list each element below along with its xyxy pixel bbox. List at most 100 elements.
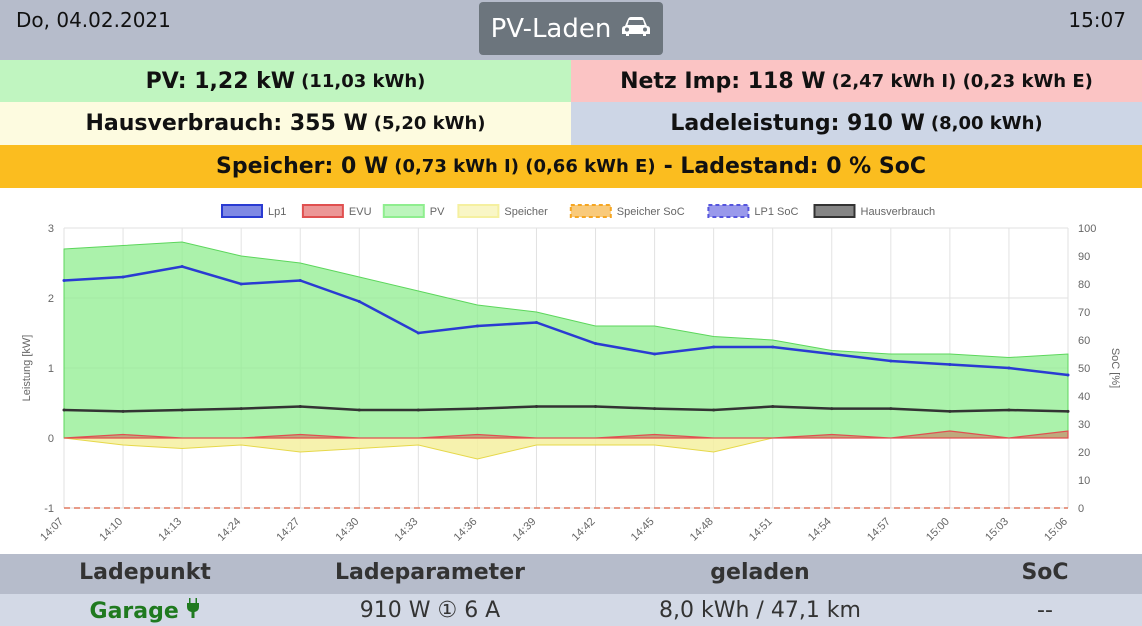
y-right-tick-label: 60 xyxy=(1078,335,1090,347)
table-row[interactable]: Garage 910 W ① 6 A 8,0 kWh / 47,1 km -- xyxy=(0,594,1142,626)
x-tick-label: 14:27 xyxy=(274,516,302,544)
storage-summary: Speicher: 0 W (0,73 kWh I) (0,66 kWh E) … xyxy=(0,145,1142,188)
data-point-hausverbrauch xyxy=(712,408,716,412)
column-header-ladeparameter: Ladeparameter xyxy=(335,560,525,585)
house-summary: Hausverbrauch: 355 W (5,20 kWh) xyxy=(0,102,571,145)
data-point-hausverbrauch xyxy=(653,407,657,411)
y-tick-label: 1 xyxy=(48,363,54,375)
x-tick-label: 14:13 xyxy=(156,516,184,544)
column-header-geladen: geladen xyxy=(710,560,810,585)
legend-item: EVU xyxy=(349,206,372,218)
data-point-hausverbrauch xyxy=(298,405,302,408)
pv-summary: PV: 1,22 kW (11,03 kWh) xyxy=(0,60,571,102)
data-point-hausverbrauch xyxy=(830,407,834,411)
data-point-hausverbrauch xyxy=(948,409,952,413)
data-point-lp1 xyxy=(475,324,479,328)
legend-swatch xyxy=(457,204,500,218)
charge-mode-label: PV-Laden xyxy=(490,13,612,44)
legend-item: Hausverbrauch xyxy=(861,206,936,218)
table-header: Ladepunkt Ladeparameter geladen SoC xyxy=(0,554,1142,594)
y-right-tick-label: 50 xyxy=(1078,363,1090,375)
pv-energy: (11,03 kWh) xyxy=(301,70,426,92)
car-icon xyxy=(621,14,651,44)
x-tick-label: 14:24 xyxy=(215,516,243,544)
data-point-lp1 xyxy=(712,345,716,349)
header-bar: Do, 04.02.2021 PV-Laden 15:07 xyxy=(0,0,1142,60)
x-tick-label: 14:51 xyxy=(747,516,775,544)
data-point-lp1 xyxy=(180,265,184,268)
y-right-tick-label: 80 xyxy=(1078,279,1090,291)
y-right-tick-label: 90 xyxy=(1078,251,1090,263)
y-right-tick-label: 30 xyxy=(1078,419,1090,431)
x-tick-label: 14:48 xyxy=(688,516,716,544)
data-point-lp1 xyxy=(771,345,775,349)
plug-icon xyxy=(186,598,200,624)
grid-summary: Netz Imp: 118 W (2,47 kWh I) (0,23 kWh E… xyxy=(571,60,1142,102)
series-pv-area xyxy=(63,241,1069,439)
data-point-hausverbrauch xyxy=(357,408,361,412)
vehicle-soc: -- xyxy=(1037,598,1053,623)
storage-power: Speicher: 0 W xyxy=(216,154,389,179)
legend-swatch xyxy=(707,204,750,218)
series-hausverbrauch-line xyxy=(63,405,1069,413)
charging-summary: Ladeleistung: 910 W (8,00 kWh) xyxy=(571,102,1142,145)
data-point-hausverbrauch xyxy=(1066,409,1070,413)
charging-energy: (8,00 kWh) xyxy=(930,113,1043,134)
data-point-hausverbrauch xyxy=(889,407,893,411)
y-tick-label: 0 xyxy=(48,433,54,445)
column-header-soc: SoC xyxy=(1021,560,1069,585)
data-point-lp1 xyxy=(594,342,598,345)
x-tick-label: 14:57 xyxy=(865,516,893,544)
y-right-tick-label: 70 xyxy=(1078,307,1090,319)
x-tick-label: 15:06 xyxy=(1042,516,1070,544)
y-right-tick-label: 10 xyxy=(1078,475,1090,487)
legend-swatch xyxy=(301,204,344,218)
y-right-tick-label: 40 xyxy=(1078,391,1090,403)
data-point-lp1 xyxy=(1066,373,1070,377)
y-right-axis-label: SoC [%] xyxy=(1109,348,1121,388)
charge-mode-button[interactable]: PV-Laden xyxy=(479,2,663,55)
data-point-hausverbrauch xyxy=(771,405,775,408)
grid-energy: (2,47 kWh I) (0,23 kWh E) xyxy=(831,70,1093,92)
x-tick-label: 14:39 xyxy=(511,516,539,544)
data-point-hausverbrauch xyxy=(180,408,184,412)
x-tick-label: 14:36 xyxy=(452,516,480,544)
column-header-ladepunkt: Ladepunkt xyxy=(79,560,211,585)
data-point-hausverbrauch xyxy=(594,405,598,408)
y-right-tick-label: 20 xyxy=(1078,447,1090,459)
y-tick-label: -1 xyxy=(44,503,54,515)
series-speicher-area xyxy=(63,437,1068,460)
x-tick-label: 14:42 xyxy=(570,516,598,544)
legend-item: PV xyxy=(430,206,445,218)
data-point-hausverbrauch xyxy=(239,407,243,411)
x-tick-label: 14:10 xyxy=(97,516,125,544)
data-point-lp1 xyxy=(948,363,952,366)
chargepoint-name[interactable]: Garage xyxy=(60,598,230,624)
series-lp1-line xyxy=(63,265,1069,377)
legend-item: LP1 SoC xyxy=(754,206,798,218)
x-tick-label: 14:45 xyxy=(629,516,657,544)
time-display: 15:07 xyxy=(1068,8,1126,32)
x-tick-label: 14:07 xyxy=(38,516,66,544)
charge-parameters: 910 W ① 6 A xyxy=(359,598,501,623)
data-point-lp1 xyxy=(534,321,538,324)
house-energy: (5,20 kWh) xyxy=(373,113,486,134)
charged-energy: 8,0 kWh / 47,1 km xyxy=(659,598,861,623)
data-point-lp1 xyxy=(121,275,125,279)
data-point-lp1 xyxy=(830,352,834,356)
date-display: Do, 04.02.2021 xyxy=(16,8,171,32)
data-point-lp1 xyxy=(357,300,361,303)
legend-swatch xyxy=(813,204,856,218)
chargepoint-label: Garage xyxy=(89,599,179,624)
storage-energy: (0,73 kWh I) (0,66 kWh E) xyxy=(394,156,656,177)
y-right-tick-label: 0 xyxy=(1078,503,1084,515)
legend-swatch xyxy=(221,204,263,218)
data-point-hausverbrauch xyxy=(416,408,420,412)
data-point-lp1 xyxy=(416,331,420,335)
pv-power: PV: 1,22 kW xyxy=(145,68,296,94)
charging-power: Ladeleistung: 910 W xyxy=(670,111,925,136)
data-point-hausverbrauch xyxy=(1007,408,1011,412)
y-axis-label: Leistung [kW] xyxy=(21,335,33,402)
y-tick-label: 2 xyxy=(48,293,54,305)
